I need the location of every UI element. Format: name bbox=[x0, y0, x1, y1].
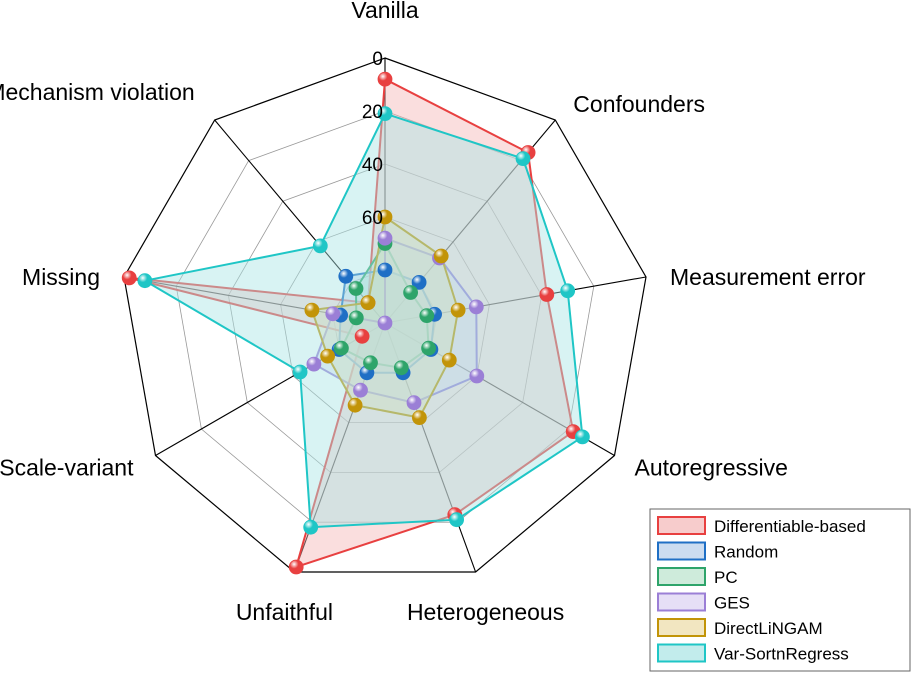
legend-swatch bbox=[657, 567, 706, 586]
axis-label: Measurement error bbox=[670, 264, 866, 290]
data-point bbox=[137, 273, 153, 289]
data-point bbox=[325, 306, 341, 322]
data-point bbox=[377, 262, 393, 278]
data-point bbox=[320, 348, 336, 364]
axis-label: Mechanism violation bbox=[0, 79, 195, 105]
grid-ring bbox=[280, 216, 490, 424]
data-point bbox=[377, 106, 393, 121]
data-point bbox=[403, 285, 419, 300]
data-point bbox=[288, 559, 304, 575]
data-point bbox=[121, 270, 137, 286]
data-point bbox=[354, 328, 370, 344]
legend-swatch bbox=[657, 643, 706, 663]
data-point bbox=[353, 382, 368, 398]
data-point bbox=[411, 410, 427, 426]
tick-label: 0 bbox=[372, 49, 383, 70]
data-point bbox=[363, 355, 378, 371]
data-point bbox=[411, 274, 427, 290]
axis-label: Confounders bbox=[573, 91, 705, 117]
data-point bbox=[360, 295, 376, 311]
data-point bbox=[469, 368, 485, 384]
axis-label: Scale-variant bbox=[0, 455, 134, 481]
legend-swatch bbox=[657, 592, 706, 612]
data-point bbox=[377, 71, 393, 87]
legend-swatch bbox=[657, 541, 706, 561]
radar-series bbox=[121, 71, 590, 575]
data-point bbox=[333, 340, 349, 356]
data-point bbox=[468, 299, 484, 315]
legend-label: PC bbox=[714, 568, 738, 587]
legend-swatch bbox=[657, 618, 706, 637]
legend-swatch bbox=[657, 516, 706, 535]
grid-ring bbox=[175, 110, 595, 523]
legend-label: GES bbox=[714, 594, 750, 613]
data-point bbox=[450, 302, 466, 318]
axis-label: Heterogeneous bbox=[407, 599, 564, 625]
tick-label: 20 bbox=[362, 102, 383, 123]
data-point bbox=[348, 310, 364, 326]
tick-label: 40 bbox=[362, 155, 383, 176]
data-point bbox=[312, 238, 328, 254]
data-point bbox=[393, 360, 409, 376]
axis-label: Autoregressive bbox=[635, 455, 788, 481]
data-point bbox=[539, 287, 555, 302]
grid-ring bbox=[123, 57, 647, 573]
axis-label: Vanilla bbox=[351, 0, 419, 23]
data-point bbox=[304, 302, 320, 318]
data-point bbox=[347, 397, 363, 413]
data-point bbox=[377, 230, 393, 246]
series-area-5 bbox=[142, 112, 584, 529]
data-point bbox=[575, 429, 590, 445]
data-point bbox=[441, 352, 457, 368]
legend-label: Var-SortnRegress bbox=[714, 645, 849, 664]
data-point bbox=[433, 248, 449, 264]
legend-label: Random bbox=[714, 543, 778, 562]
legend-label: Differentiable-based bbox=[714, 517, 866, 536]
data-point bbox=[303, 519, 319, 535]
data-point bbox=[419, 308, 435, 324]
grid-ring bbox=[227, 163, 543, 473]
axis-label: Unfaithful bbox=[236, 599, 333, 625]
data-point bbox=[292, 364, 308, 380]
data-point bbox=[348, 281, 364, 296]
data-point bbox=[306, 356, 322, 372]
legend-label: DirectLiNGAM bbox=[714, 619, 823, 638]
axis-label: Missing bbox=[22, 264, 100, 290]
data-point bbox=[406, 395, 422, 411]
data-point bbox=[421, 340, 437, 356]
radar-labels: 0 20 40 60 Vanilla Confounders Measurement err… bbox=[0, 0, 866, 625]
data-point bbox=[377, 209, 393, 225]
data-point bbox=[449, 512, 465, 528]
data-point bbox=[560, 283, 576, 299]
tick-label: 60 bbox=[362, 208, 383, 229]
data-point bbox=[377, 315, 393, 331]
data-point bbox=[515, 151, 531, 167]
legend: Differentiable-based Random PC GES DirectLiN… bbox=[649, 508, 911, 672]
data-point bbox=[338, 268, 354, 284]
